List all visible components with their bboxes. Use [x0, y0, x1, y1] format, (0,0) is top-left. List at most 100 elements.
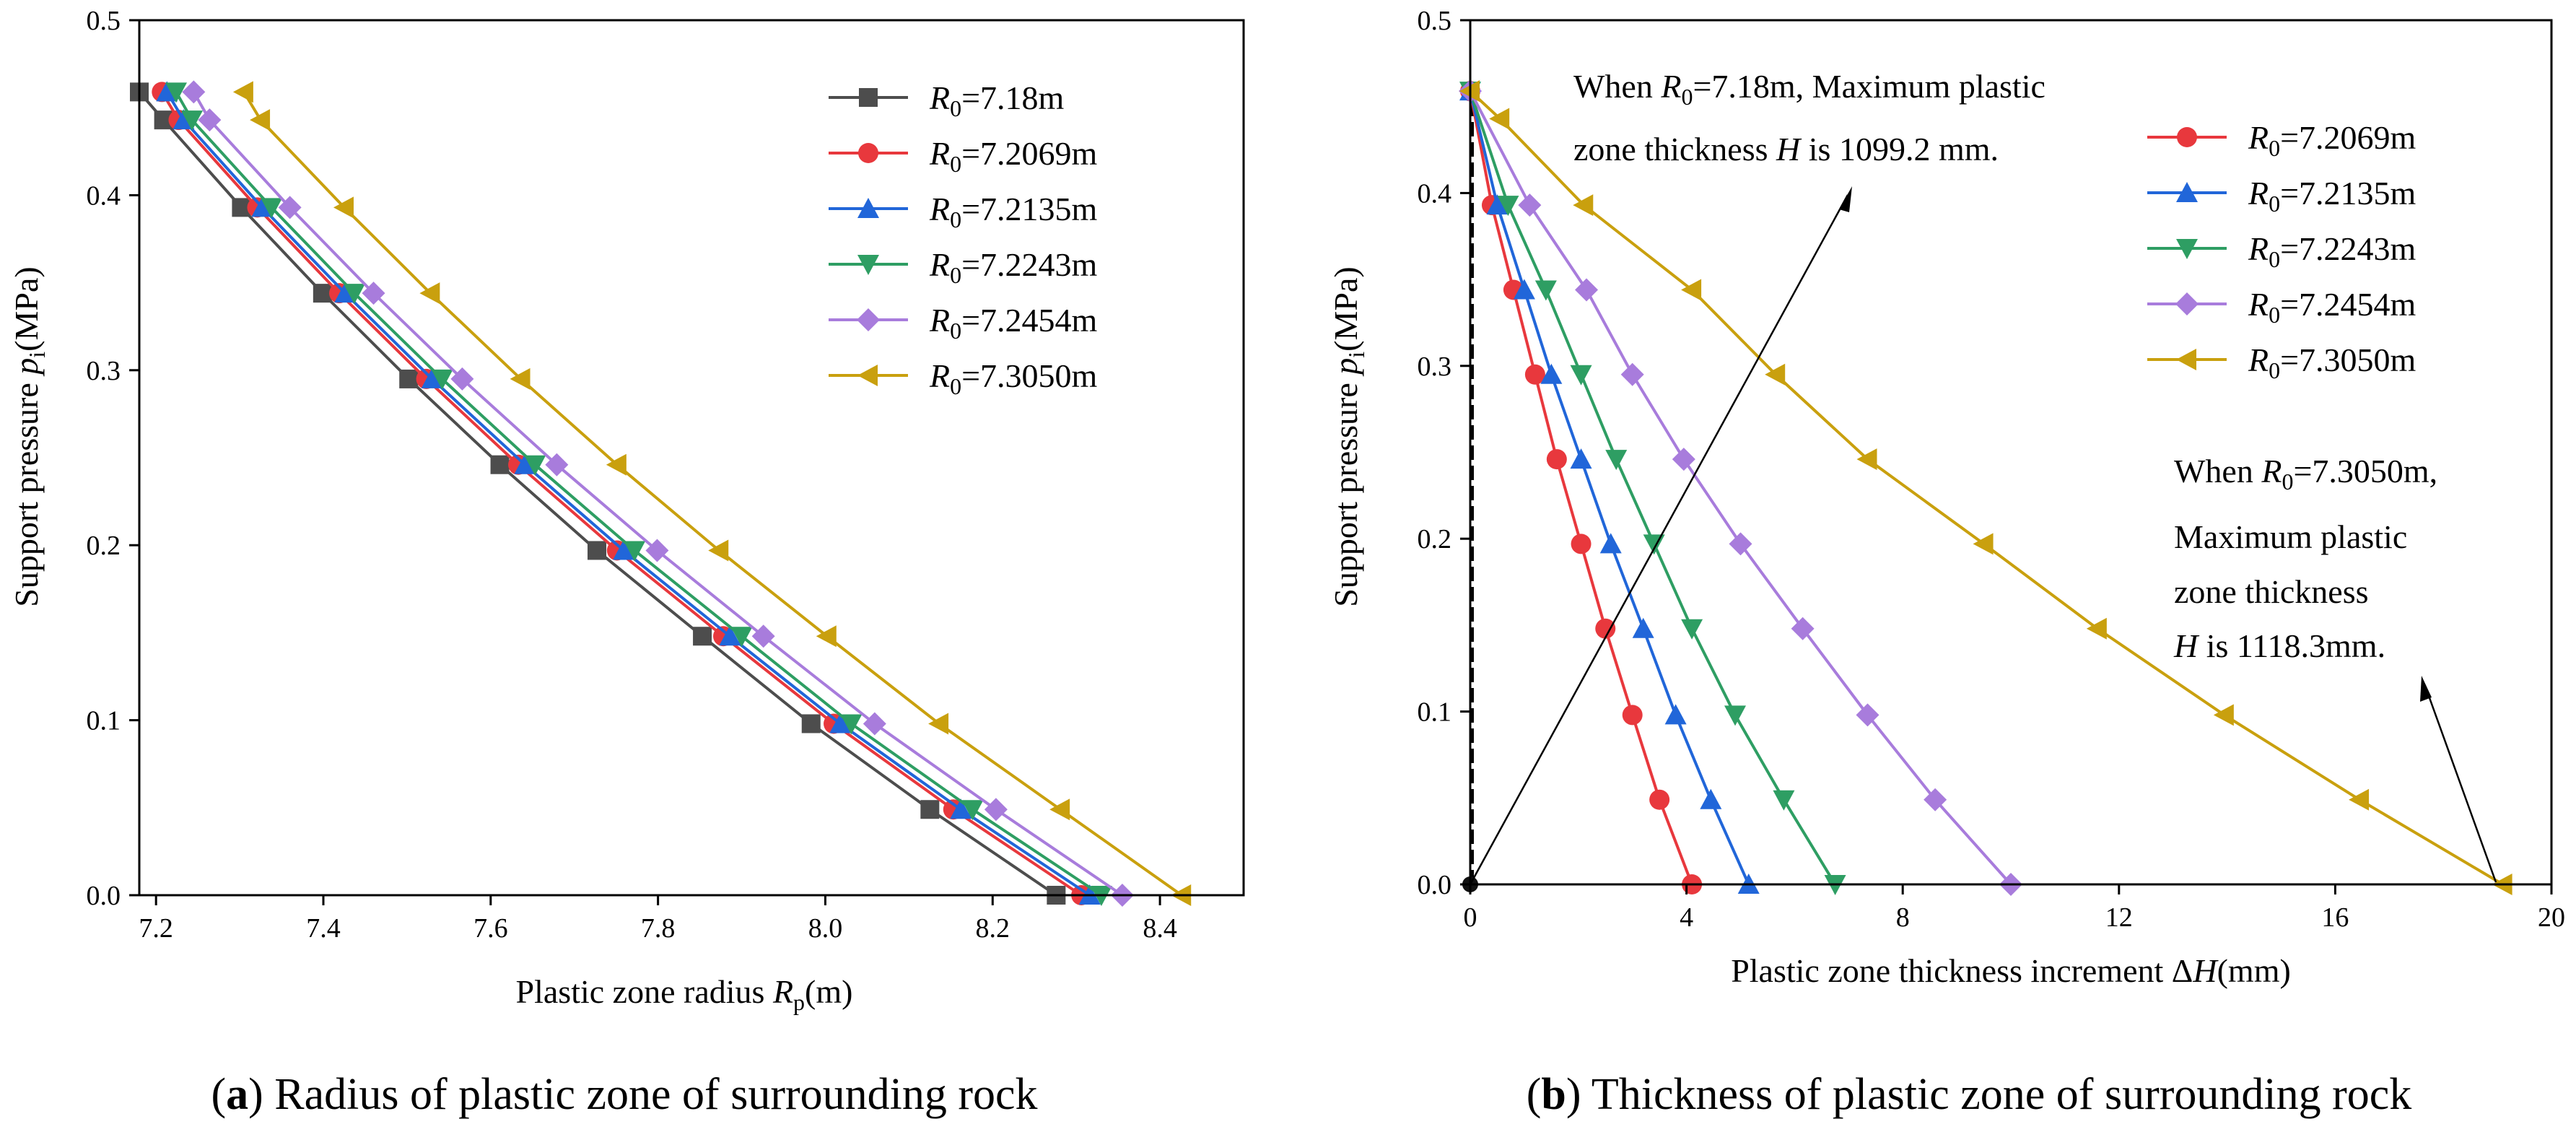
chart-b-series-3-point	[1497, 196, 1519, 217]
chart-a-legend-marker-2	[858, 143, 878, 163]
chart-b-series-3-point	[1724, 705, 1747, 726]
chart-a-series-5-point	[362, 282, 385, 305]
chart-b-series-4-point	[1924, 788, 1947, 811]
chart-a-ylabel-unit: (MPa)	[8, 266, 45, 352]
chart-a-series-4-point	[624, 541, 646, 562]
chart-b-annotation-1-line2-symbol: H	[1776, 131, 1802, 167]
chart-a-xlabel-unit: (m)	[805, 973, 852, 1010]
chart-a-xtick-label: 8.2	[976, 913, 1010, 944]
chart-a-series-4-point	[730, 627, 753, 648]
chart-a-series-4-point	[261, 198, 283, 219]
chart-b-annotation-2: When R0=7.3050m, Maximum plastic zone th…	[2173, 453, 2446, 664]
chart-b-ylabel-unit: (MPa)	[1327, 266, 1364, 352]
chart-b-annotation-2-symbol: R	[2261, 453, 2282, 489]
chart-a-series-6-point	[419, 282, 440, 305]
chart-a-series-1-point	[399, 369, 419, 388]
chart-b-annotation-1-symbol: R	[1660, 68, 1681, 105]
chart-a-series-4-point	[431, 369, 453, 390]
chart-b-legend-label-4: R0=7.2454m	[2248, 286, 2416, 328]
chart-a-ylabel-subscript: i	[24, 352, 50, 358]
chart-a-series-5-point	[198, 108, 222, 132]
chart-b-xtick-label: 8	[1896, 902, 1910, 933]
chart-b-series-2-point	[1570, 448, 1592, 469]
chart-b-series-2-point	[1513, 279, 1535, 300]
chart-b-series-5-point	[1489, 108, 1510, 130]
chart-a-legend-label-4: R0=7.2243m	[929, 246, 1098, 288]
chart-b-series-layer	[1459, 79, 2512, 896]
chart-a-caption: (a) Radius of plastic zone of surroundin…	[211, 1070, 1037, 1119]
chart-b-xlabel-unit: (mm)	[2217, 952, 2291, 989]
chart-a-plot-frame	[138, 19, 1245, 897]
chart-a-ylabel-symbol: p	[8, 358, 45, 377]
chart-b-series-5-point	[2213, 704, 2234, 726]
chart-b-legend-marker-3	[2176, 239, 2198, 259]
chart-b-annotation-1-subscript: 0	[1681, 84, 1693, 110]
chart-a-legend-label-1: R0=7.18m	[929, 79, 1065, 121]
chart-b-legend-label-3: R0=7.2243m	[2248, 230, 2416, 272]
chart-a-ytick-label: 0.5	[87, 6, 121, 36]
chart-b-annotation-2-pre: When	[2174, 453, 2261, 489]
chart-b-series-5-point	[1856, 448, 1877, 471]
chart-b-series-5-point	[2349, 788, 2370, 811]
chart-b-annotation-2-line2: Maximum plastic	[2174, 518, 2407, 555]
chart-b-series-3-line	[1469, 90, 1837, 886]
chart-a-series-1-point	[588, 541, 607, 560]
chart-b-series-3-point	[1570, 365, 1592, 386]
chart-b-caption-text: Thickness of plastic zone of surrounding…	[1581, 1070, 2412, 1119]
chart-a-series-3-point	[421, 367, 443, 388]
chart-a-series-6-point	[928, 713, 949, 735]
chart-a-series-4-point	[961, 800, 984, 821]
chart-a-ytick-label: 0.1	[87, 706, 121, 736]
chart-a-legend-label-2: R0=7.2069m	[929, 135, 1098, 177]
chart-a-xlabel-text: Plastic zone radius	[516, 973, 773, 1010]
chart-a-series-4-point	[165, 82, 187, 103]
chart-a-ticks: 7.2 7.4 7.6 7.8 8.0 8.2 8.4 0.0 0.1 0.2 0.3 0.4 0.5	[87, 6, 1177, 944]
chart-b-xtick-label: 16	[2321, 902, 2349, 933]
chart-b-series-2-point	[1540, 363, 1563, 384]
chart-a-series-6-point	[606, 453, 626, 476]
chart-a-ytick-label: 0.2	[87, 531, 121, 561]
chart-b-annotation-1-post: =7.18m, Maximum plastic	[1693, 68, 2045, 105]
chart-b-legend-label-1: R0=7.2069m	[2248, 119, 2416, 161]
chart-a-legend-marker-3	[857, 198, 879, 218]
chart-b-series-5-point	[2086, 617, 2107, 640]
chart-a-series-5-point	[450, 367, 474, 391]
chart-b-ytick-label: 0.5	[1418, 6, 1452, 36]
chart-a-legend-marker-5	[857, 308, 880, 331]
chart-a-series-4-point	[524, 455, 546, 476]
chart-a-series-6-point	[232, 81, 253, 103]
chart-b-series-5-point	[1765, 363, 1786, 386]
chart-b-arrow-2-shaft	[2424, 685, 2497, 883]
chart-a-legend-label-6: R0=7.3050m	[929, 357, 1098, 399]
chart-a-series-3-point	[156, 81, 178, 102]
chart-a-ytick-label: 0.0	[87, 881, 121, 911]
chart-a-xtick-label: 7.2	[139, 913, 173, 944]
chart-a-series-1-point	[693, 627, 712, 646]
chart-a-ytick-label: 0.4	[87, 180, 121, 211]
chart-b-annotation-1-line2-pre: zone thickness	[1573, 131, 1776, 167]
chart-a-series-3-point	[334, 282, 357, 303]
chart-b-series-4-point	[1791, 617, 1815, 640]
chart-a-series-5-point	[645, 539, 669, 562]
chart-b-series-2-point	[1599, 533, 1622, 554]
chart-b-arrow-1-shaft	[1469, 194, 1849, 885]
chart-b-series-1-point	[1649, 789, 1670, 810]
chart-a-series-4-point	[840, 714, 863, 735]
chart-b-series-5-point	[1681, 279, 1702, 301]
chart-b-xlabel-symbol: H	[2192, 952, 2219, 989]
chart-a-series-1-point	[313, 284, 332, 303]
chart-a-series-1-point	[490, 455, 510, 474]
chart-b-series-2-point	[1700, 788, 1722, 809]
chart-b-series-2-line	[1469, 90, 1750, 885]
chart-a-ylabel-text: Support pressure	[8, 375, 45, 607]
chart-b-series-2-point	[1486, 194, 1509, 215]
chart-b-series-3-point	[1605, 450, 1628, 471]
chart-b-series-1-point	[1524, 364, 1545, 385]
chart-b-annotation-1-line1: When R0=7.18m, Maximum plastic	[1573, 68, 2045, 110]
chart-b-xtick-label: 20	[2538, 902, 2565, 933]
chart-b-legend-marker-2	[2176, 182, 2198, 202]
chart-a-xtick-label: 8.0	[808, 913, 843, 944]
chart-a-series-3-point	[829, 713, 852, 733]
chart-b-caption: (b) Thickness of plastic zone of surroun…	[1527, 1070, 2412, 1119]
chart-a-series-4-point	[181, 110, 204, 131]
